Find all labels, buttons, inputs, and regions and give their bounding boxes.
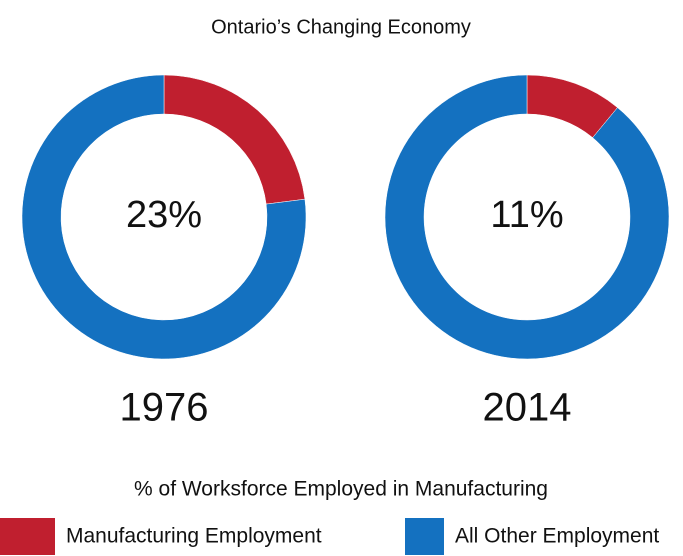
- category-label: 2014: [483, 386, 572, 430]
- donut-segment: [384, 74, 670, 360]
- donut-segment: [21, 74, 307, 360]
- legend-swatch: [405, 518, 444, 555]
- legend-label: Manufacturing Employment: [66, 525, 322, 548]
- legend-label: All Other Employment: [455, 525, 659, 548]
- center-label: 23%: [126, 194, 202, 236]
- category-label: 1976: [120, 386, 209, 430]
- donut-segment: [163, 74, 306, 205]
- center-label: 11%: [490, 194, 563, 236]
- chart-title: Ontario’s Changing Economy: [211, 16, 471, 38]
- chart-subtitle: % of Worksforce Employed in Manufacturin…: [134, 478, 548, 501]
- legend-swatch: [0, 518, 55, 555]
